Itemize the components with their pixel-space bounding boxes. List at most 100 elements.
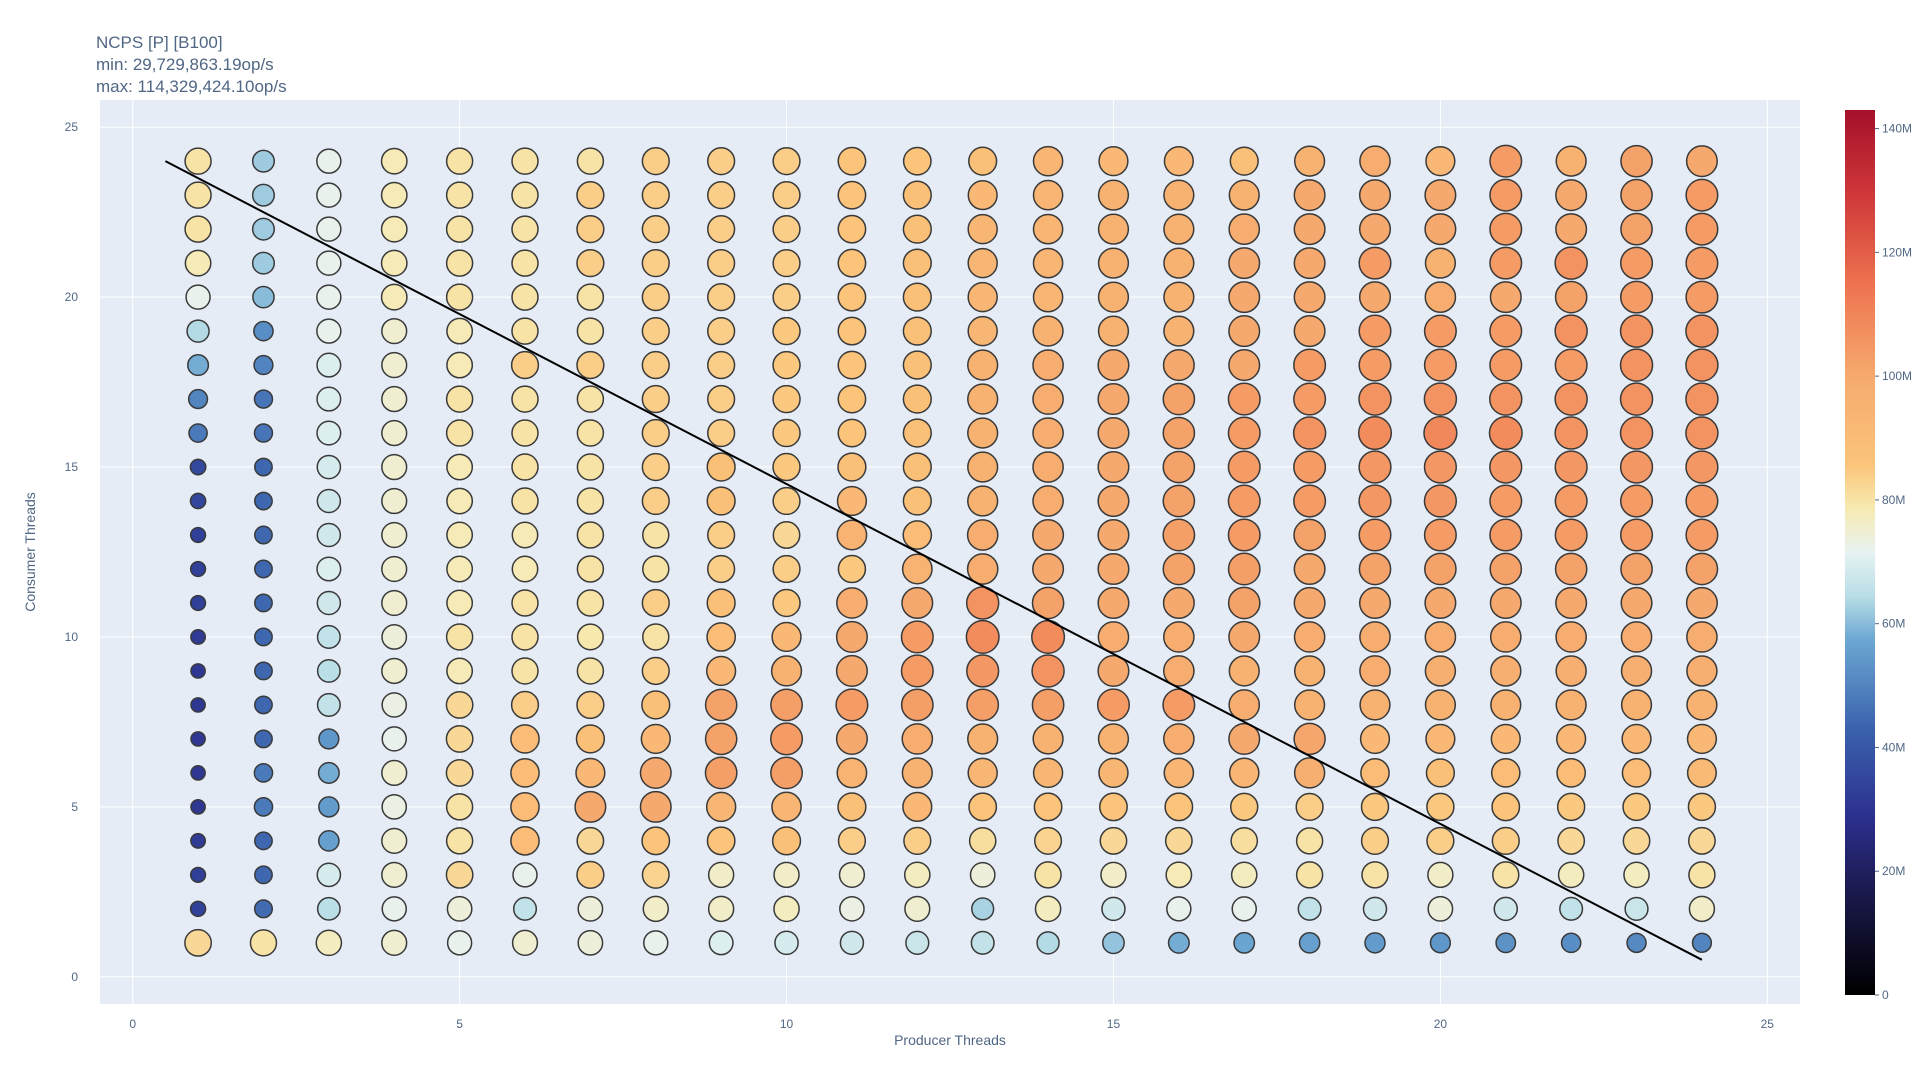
data-point — [641, 384, 670, 414]
data-point — [1358, 586, 1392, 620]
data-point — [642, 521, 670, 549]
data-point — [1097, 484, 1130, 518]
data-point — [445, 690, 474, 719]
data-point — [1423, 415, 1458, 451]
data-point — [1360, 758, 1390, 788]
colorbar-tick-label: 20M — [1882, 864, 1905, 878]
data-point — [1685, 178, 1719, 212]
data-point — [1293, 145, 1326, 177]
data-point — [1099, 826, 1128, 855]
data-point — [706, 655, 737, 687]
data-point — [641, 147, 670, 176]
data-point — [184, 928, 213, 957]
data-point — [318, 728, 340, 750]
x-axis-ticks: 0 5 10 15 20 25 — [129, 1017, 1774, 1031]
data-point — [446, 657, 474, 685]
data-point — [1626, 932, 1647, 954]
data-point — [1360, 792, 1390, 822]
data-point — [1358, 382, 1392, 416]
data-point — [837, 554, 867, 584]
data-point — [968, 146, 998, 176]
data-point — [1554, 484, 1588, 518]
data-point — [1358, 179, 1392, 212]
data-point — [1227, 484, 1261, 518]
data-point — [772, 147, 801, 176]
data-point — [511, 215, 539, 243]
data-point — [771, 791, 802, 823]
data-point — [902, 452, 932, 482]
data-point — [1425, 146, 1456, 177]
data-point — [576, 521, 605, 549]
data-point — [1424, 552, 1457, 586]
data-point — [1293, 213, 1326, 246]
data-point — [1619, 450, 1654, 484]
data-point — [1358, 281, 1392, 314]
data-point — [1033, 792, 1063, 822]
data-point — [1619, 280, 1654, 314]
data-point — [317, 761, 340, 784]
data-point — [1619, 416, 1654, 450]
data-point — [641, 452, 670, 482]
data-point — [1032, 179, 1064, 211]
data-point — [1619, 246, 1654, 280]
data-point — [190, 799, 206, 815]
data-point — [1620, 655, 1653, 687]
data-point — [1358, 552, 1392, 586]
data-point — [971, 897, 995, 921]
data-point — [1686, 723, 1718, 755]
chart-subtitle-min: min: 29,729,863.19op/s — [96, 55, 274, 74]
data-point — [1163, 247, 1195, 279]
data-point — [1621, 723, 1652, 755]
data-point — [1685, 518, 1719, 552]
data-point — [774, 930, 799, 956]
data-point — [187, 354, 210, 377]
data-point — [1424, 655, 1457, 687]
data-point — [1362, 896, 1388, 922]
colorbar-tick-label: 120M — [1882, 245, 1912, 259]
data-point — [1032, 485, 1064, 517]
x-tick-label: 10 — [780, 1017, 794, 1031]
data-point — [1293, 552, 1326, 586]
data-point — [1686, 757, 1717, 788]
data-point — [1686, 655, 1718, 687]
data-point — [1688, 895, 1716, 923]
data-point — [189, 866, 207, 884]
data-point — [1097, 349, 1130, 382]
data-point — [772, 350, 801, 380]
data-point — [511, 147, 539, 175]
data-point — [902, 214, 932, 244]
data-point — [1685, 552, 1719, 586]
data-point — [707, 418, 736, 448]
data-point — [511, 249, 539, 277]
data-point — [1489, 144, 1523, 178]
data-point — [1555, 655, 1587, 687]
data-point — [189, 560, 207, 578]
data-point — [772, 452, 801, 482]
data-point — [1032, 552, 1065, 586]
data-point — [317, 830, 340, 852]
data-point — [1361, 861, 1389, 889]
data-point — [253, 354, 274, 376]
data-point — [1685, 484, 1719, 518]
data-point — [253, 423, 274, 443]
data-point — [1490, 758, 1521, 788]
data-point — [837, 316, 867, 346]
data-point — [1489, 212, 1523, 246]
data-point — [1163, 146, 1194, 177]
data-point — [1489, 178, 1523, 212]
data-point — [1162, 655, 1195, 687]
data-point — [1162, 552, 1196, 586]
data-point — [1495, 932, 1517, 954]
data-point — [1163, 315, 1195, 347]
data-point — [641, 181, 670, 210]
data-point — [1293, 179, 1326, 212]
data-point — [1034, 895, 1062, 923]
data-point — [641, 316, 670, 346]
data-point — [1554, 280, 1588, 314]
data-point — [770, 688, 803, 722]
chart-title-block: NCPS [P] [B100] min: 29,729,863.19op/s m… — [96, 32, 287, 98]
data-point — [254, 457, 273, 477]
data-point — [1622, 826, 1651, 855]
data-point — [967, 281, 998, 313]
data-point — [771, 826, 802, 856]
